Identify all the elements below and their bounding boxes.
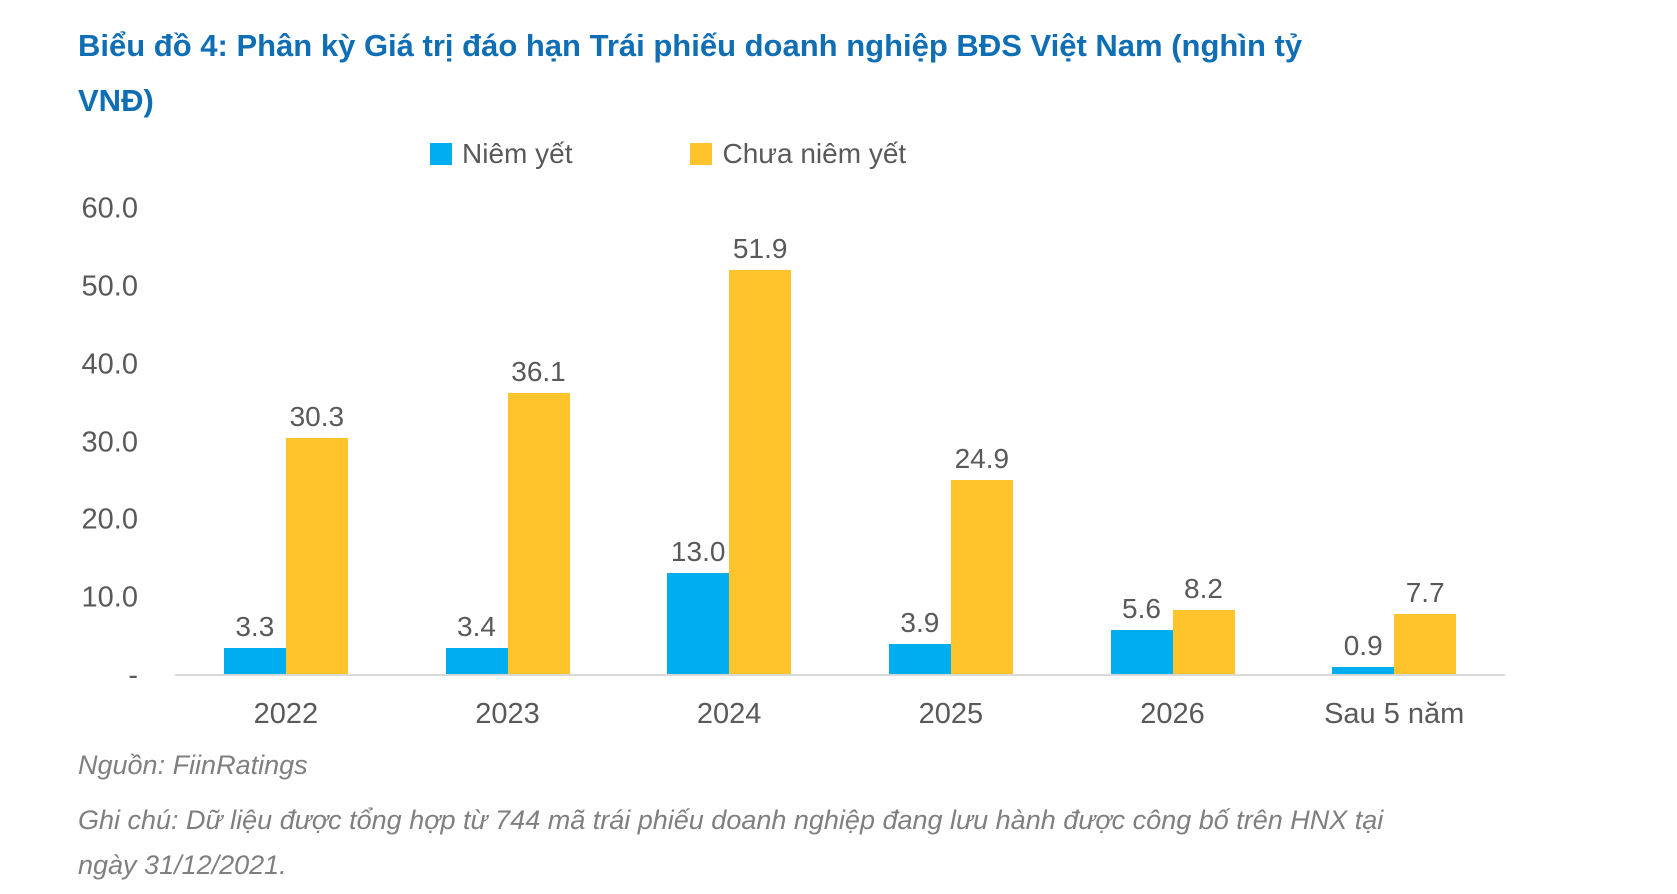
- bar-niem-yet: [888, 643, 951, 674]
- legend-label-chua-niem-yet: Chưa niêm yết: [722, 138, 907, 169]
- bar-value-label: 7.7: [1405, 577, 1445, 609]
- footnote: Ghi chú: Dữ liệu được tổng hợp từ 744 mã…: [78, 805, 1384, 880]
- bar-chua-niem-yet: [285, 438, 348, 674]
- source-note: Nguồn: FiinRatings: [78, 750, 308, 780]
- y-tick-label: 30.0: [81, 426, 138, 458]
- legend-swatch-blue-icon: [430, 143, 452, 165]
- bar-chua-niem-yet: [507, 393, 570, 674]
- bar-chua-niem-yet: [1172, 610, 1235, 674]
- bar-column: 5.6: [1110, 593, 1173, 674]
- x-tick-label: 2022: [253, 698, 319, 730]
- x-tick-label: 2024: [696, 698, 762, 730]
- bar-value-label: 3.3: [235, 611, 275, 643]
- y-tick-label: 40.0: [81, 348, 138, 381]
- plot-area: 3.3 30.3 3.4 36.1 13.0 51.9 3.9 24.9 5.6 8.2 0.9 7.…: [175, 209, 1505, 676]
- bar-group-2022: 3.3 30.3: [175, 209, 397, 674]
- bar-column: 51.9: [729, 233, 792, 674]
- bar-column: 7.7: [1394, 577, 1457, 674]
- legend-label-niem-yet: Niêm yết: [462, 138, 573, 169]
- bar-value-label: 3.9: [900, 606, 940, 638]
- x-tick-label: 2025: [918, 698, 984, 730]
- bar-value-label: 13.0: [670, 535, 726, 567]
- bar-column: 13.0: [667, 535, 730, 674]
- bar-column: 24.9: [950, 443, 1013, 674]
- bar-value-label: 0.9: [1343, 630, 1383, 661]
- y-axis: 60.0 50.0 40.0 30.0 20.0 10.0 -: [0, 193, 138, 692]
- chart-legend: Niêm yết Chưa niêm yết: [430, 138, 906, 170]
- y-tick-label: -: [128, 659, 138, 692]
- bar-chua-niem-yet: [950, 480, 1013, 674]
- legend-item-niem-yet: Niêm yết: [430, 138, 572, 170]
- bar-chua-niem-yet: [729, 270, 792, 674]
- bar-group-2023: 3.4 36.1: [397, 209, 619, 674]
- bar-group-2025: 3.9 24.9: [840, 209, 1062, 674]
- legend-swatch-yellow-icon: [690, 143, 713, 165]
- y-tick-label: 10.0: [81, 581, 138, 614]
- bar-niem-yet: [445, 647, 508, 674]
- bar-niem-yet: [1332, 667, 1395, 674]
- bar-column: 30.3: [285, 401, 348, 674]
- y-tick-label: 60.0: [81, 192, 138, 225]
- bar-value-label: 30.3: [289, 401, 345, 433]
- bar-value-label: 5.6: [1122, 593, 1161, 625]
- bar-value-label: 24.9: [954, 443, 1010, 475]
- bar-column: 36.1: [507, 356, 570, 674]
- bar-column: 3.4: [445, 610, 508, 674]
- bar-group-2026: 5.6 8.2: [1062, 209, 1284, 674]
- bar-niem-yet: [223, 648, 286, 674]
- bar-column: 3.3: [223, 611, 286, 674]
- x-tick-label: 2023: [475, 698, 540, 730]
- bar-column: 3.9: [888, 606, 951, 674]
- legend-item-chua-niem-yet: Chưa niêm yết: [690, 138, 906, 170]
- bar-group-2024: 13.0 51.9: [618, 209, 840, 674]
- chart-title: Biểu đồ 4: Phân kỳ Giá trị đáo hạn Trái …: [78, 28, 1303, 118]
- bar-niem-yet: [1110, 630, 1173, 674]
- y-tick-label: 50.0: [81, 270, 138, 303]
- y-tick-label: 20.0: [81, 503, 138, 536]
- bar-column: 8.2: [1172, 573, 1235, 674]
- bar-value-label: 51.9: [732, 233, 788, 264]
- bar-value-label: 8.2: [1184, 573, 1223, 605]
- x-axis: 2022 2023 2024 2025 2026 Sau 5 năm: [175, 698, 1505, 731]
- bar-value-label: 36.1: [511, 356, 566, 387]
- bar-column: 0.9: [1332, 630, 1395, 674]
- bar-group-sau-5-năm: 0.9 7.7: [1283, 209, 1505, 674]
- bar-niem-yet: [667, 572, 730, 674]
- x-tick-label: 2026: [1140, 698, 1205, 730]
- bar-value-label: 3.4: [457, 610, 496, 642]
- bar-chua-niem-yet: [1394, 614, 1457, 674]
- x-tick-label: Sau 5 năm: [1324, 698, 1465, 730]
